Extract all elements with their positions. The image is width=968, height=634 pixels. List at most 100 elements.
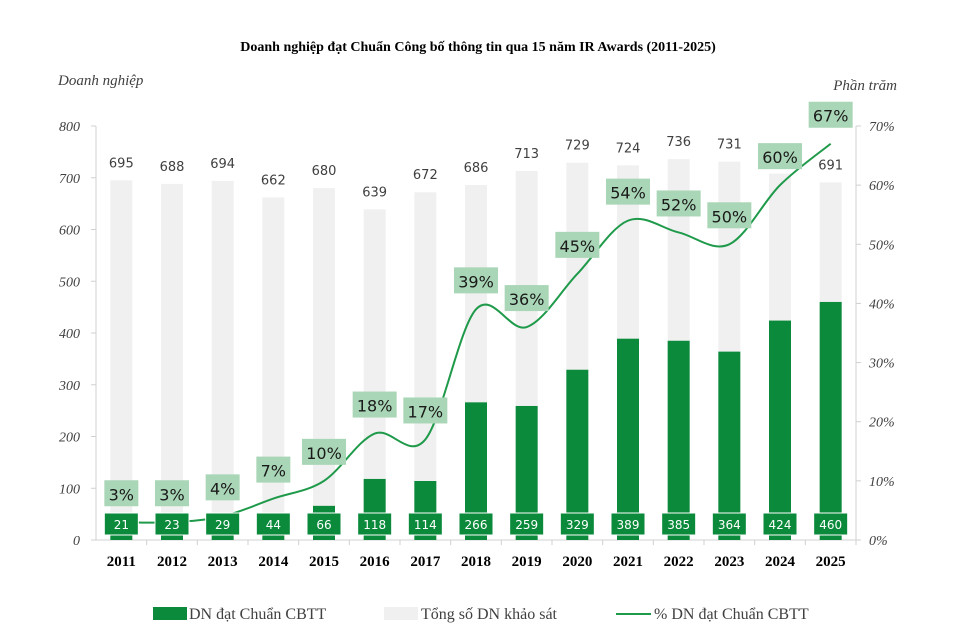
x-tick-label: 2013 bbox=[208, 554, 238, 570]
x-tick-label: 2015 bbox=[309, 554, 339, 570]
count-label-box bbox=[103, 512, 139, 536]
pct-label-box bbox=[155, 480, 189, 507]
pct-label-box bbox=[758, 143, 802, 170]
total-value-label: 639 bbox=[362, 185, 387, 200]
count-label-box bbox=[205, 512, 241, 536]
pct-label-box bbox=[205, 474, 240, 501]
count-label-box bbox=[255, 512, 291, 536]
total-value-label: 688 bbox=[160, 160, 185, 175]
count-value-label: 385 bbox=[667, 518, 690, 532]
pct-label-box bbox=[504, 285, 549, 312]
pct-value-label: 4% bbox=[210, 479, 235, 498]
total-value-label: 686 bbox=[464, 161, 489, 176]
pct-value-label: 45% bbox=[560, 237, 596, 256]
y-tick-label-right: 60% bbox=[869, 179, 895, 194]
total-value-label: 694 bbox=[210, 157, 235, 172]
y-axis-left-title: Doanh nghiệp bbox=[57, 73, 144, 89]
count-value-label: 44 bbox=[266, 518, 281, 532]
pct-label-box bbox=[302, 438, 346, 465]
count-label-box bbox=[661, 512, 697, 536]
x-tick-label: 2011 bbox=[107, 554, 136, 570]
pct-value-label: 3% bbox=[109, 485, 134, 504]
total-bar bbox=[110, 180, 133, 540]
total-value-label: 731 bbox=[717, 138, 742, 153]
x-tick-label: 2019 bbox=[512, 554, 542, 570]
count-value-label: 66 bbox=[316, 518, 331, 532]
count-value-label: 118 bbox=[363, 518, 386, 532]
total-value-label: 724 bbox=[616, 141, 641, 156]
pct-value-label: 60% bbox=[762, 148, 798, 167]
count-label-box bbox=[154, 512, 190, 536]
total-value-label: 680 bbox=[312, 164, 337, 179]
legend-label-primary: DN đạt Chuẩn CBTT bbox=[189, 606, 327, 623]
count-value-label: 259 bbox=[515, 518, 538, 532]
pct-label-box bbox=[555, 231, 600, 258]
pct-value-label: 54% bbox=[610, 184, 646, 203]
total-bar bbox=[363, 209, 386, 540]
pct-label-box bbox=[454, 267, 498, 294]
legend-label-line: % DN đạt Chuẩn CBTT bbox=[654, 606, 809, 623]
pct-label-box bbox=[656, 190, 701, 217]
y-tick-label-left: 400 bbox=[59, 327, 80, 342]
total-bar bbox=[262, 197, 285, 541]
total-value-label: 691 bbox=[818, 158, 843, 173]
y-tick-label-right: 10% bbox=[869, 475, 895, 490]
count-value-label: 389 bbox=[617, 518, 640, 532]
count-value-label: 329 bbox=[566, 518, 589, 532]
pct-line bbox=[121, 142, 832, 524]
primary-bar bbox=[769, 320, 791, 540]
count-label-box bbox=[458, 512, 494, 536]
count-label-box bbox=[711, 512, 747, 536]
pct-label-box bbox=[104, 480, 139, 507]
count-label-box bbox=[813, 512, 849, 536]
primary-bar bbox=[617, 338, 639, 540]
count-label-box bbox=[306, 512, 342, 536]
legend-label-total: Tổng số DN khảo sát bbox=[421, 606, 558, 623]
count-value-label: 364 bbox=[718, 518, 741, 532]
x-tick-label: 2021 bbox=[613, 554, 643, 570]
total-bar bbox=[161, 183, 183, 540]
x-tick-label: 2024 bbox=[765, 554, 796, 570]
total-value-label: 736 bbox=[666, 135, 691, 150]
pct-series-line bbox=[121, 142, 832, 524]
count-label-box bbox=[762, 512, 798, 536]
y-tick-label-right: 30% bbox=[868, 357, 895, 372]
y-tick-label-right: 70% bbox=[869, 120, 895, 135]
pct-label-box bbox=[256, 456, 291, 483]
pct-value-label: 36% bbox=[509, 290, 545, 309]
y-tick-label-left: 800 bbox=[59, 120, 80, 135]
x-tick-label: 2022 bbox=[664, 554, 694, 570]
pct-label-box bbox=[707, 202, 752, 229]
pct-value-label: 7% bbox=[261, 462, 286, 481]
y-tick-label-left: 0 bbox=[73, 534, 80, 549]
y-axis-right-title: Phần trăm bbox=[832, 78, 897, 94]
count-value-label: 266 bbox=[465, 518, 488, 532]
primary-bar bbox=[566, 369, 589, 540]
x-tick-label: 2016 bbox=[360, 554, 391, 570]
count-value-label: 460 bbox=[819, 518, 842, 532]
x-tick-label: 2025 bbox=[816, 554, 846, 570]
total-bar bbox=[313, 188, 335, 540]
pct-value-label: 17% bbox=[408, 402, 444, 421]
count-label-box bbox=[509, 512, 545, 536]
y-tick-label-left: 700 bbox=[59, 172, 80, 187]
primary-bar bbox=[819, 301, 842, 540]
primary-bar bbox=[667, 340, 690, 540]
y-tick-label-right: 40% bbox=[869, 297, 895, 312]
total-value-label: 713 bbox=[514, 147, 539, 162]
y-tick-label-left: 500 bbox=[59, 275, 80, 290]
x-tick-label: 2023 bbox=[714, 554, 744, 570]
primary-bar bbox=[718, 351, 741, 540]
x-tick-label: 2020 bbox=[562, 554, 592, 570]
pct-value-label: 39% bbox=[458, 272, 494, 291]
pct-value-label: 50% bbox=[712, 207, 748, 226]
count-value-label: 29 bbox=[215, 518, 230, 532]
pct-label-box bbox=[403, 397, 448, 424]
primary-bar bbox=[515, 405, 538, 540]
x-tick-label: 2018 bbox=[461, 554, 491, 570]
y-tick-label-right: 0% bbox=[869, 534, 888, 549]
data-labels: 695 688 694 662 680 639 672 686 713 729 724 736 731 7… bbox=[103, 101, 853, 536]
total-value-label: 672 bbox=[413, 168, 438, 183]
x-tick-label: 2017 bbox=[410, 554, 441, 570]
